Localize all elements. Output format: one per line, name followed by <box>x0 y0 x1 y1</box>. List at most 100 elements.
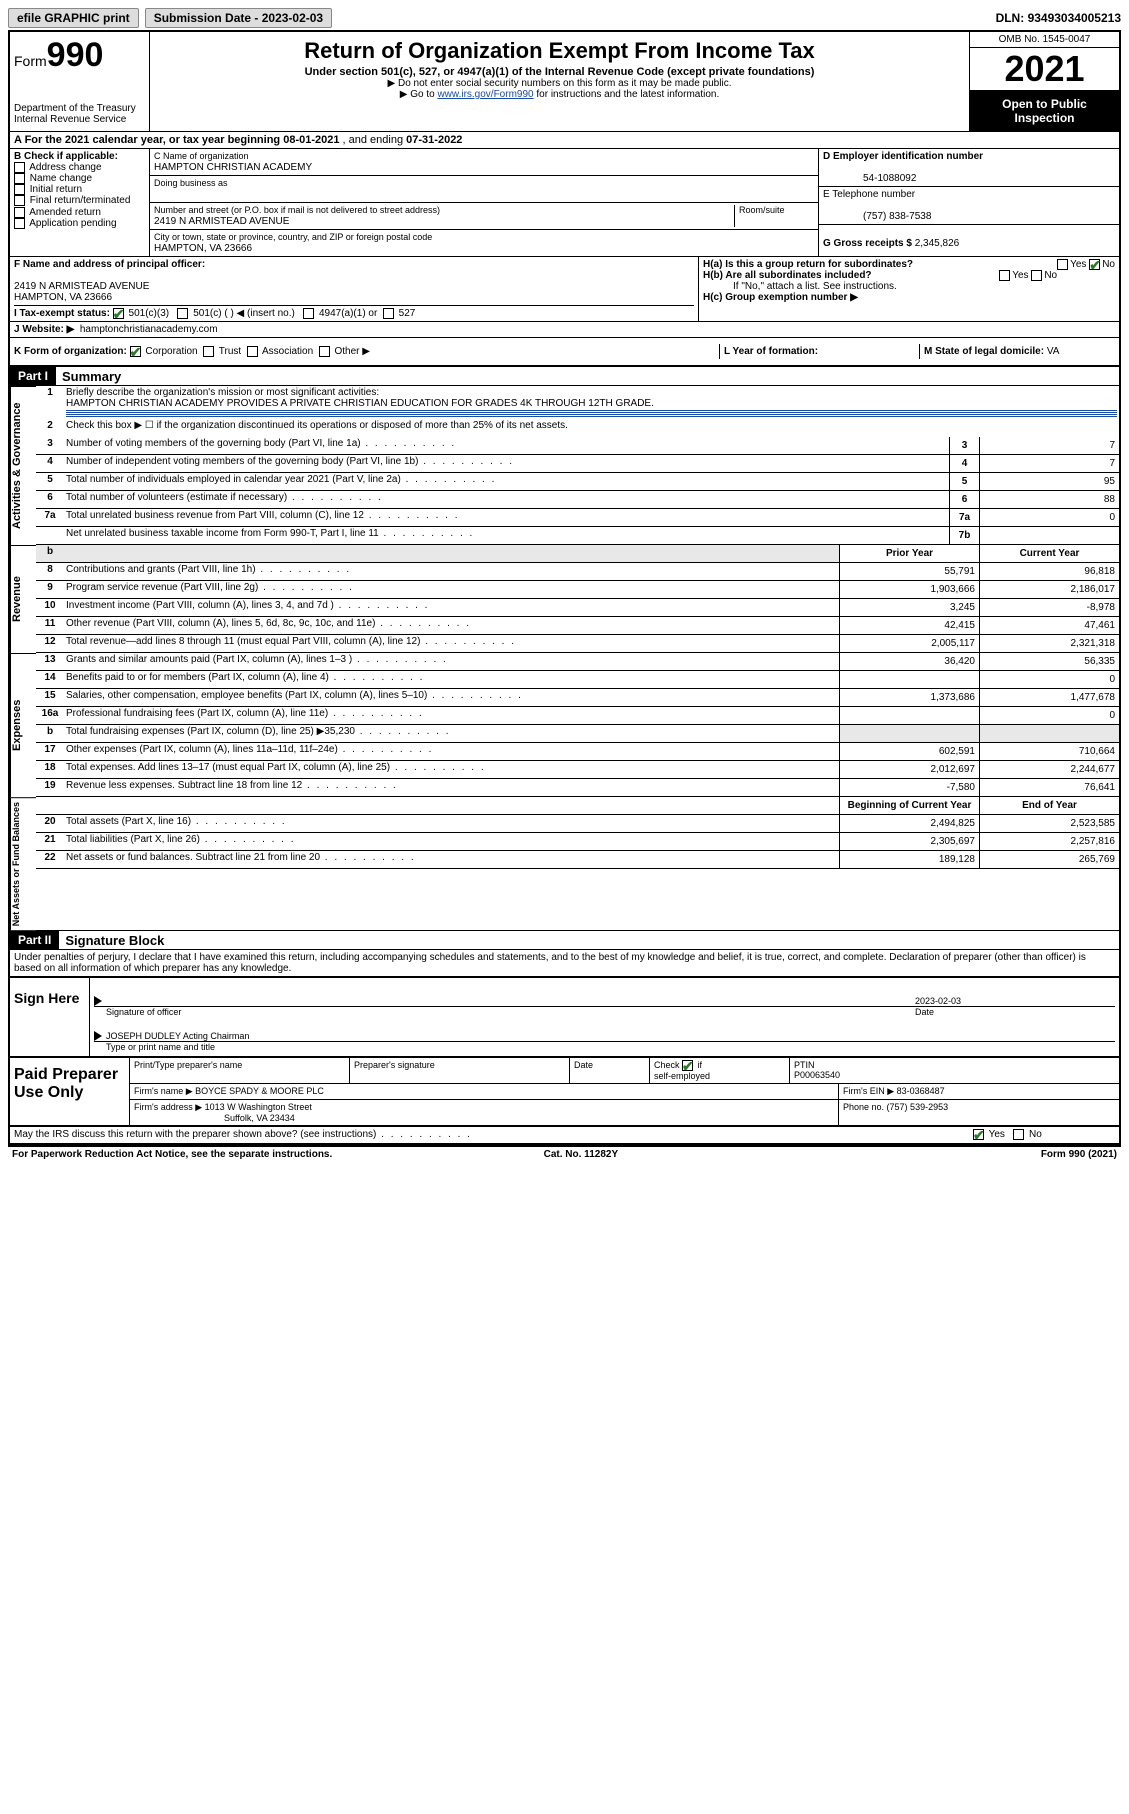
chk-discuss-no[interactable] <box>1013 1129 1024 1140</box>
submission-date: 2023-02-03 <box>262 11 323 25</box>
form-title: Return of Organization Exempt From Incom… <box>156 38 963 64</box>
ein: 54-1088092 <box>823 173 916 184</box>
table-row: 22Net assets or fund balances. Subtract … <box>36 851 1119 869</box>
table-row: 11Other revenue (Part VIII, column (A), … <box>36 617 1119 635</box>
efile-button[interactable]: efile GRAPHIC print <box>8 8 139 28</box>
chk-trust[interactable] <box>203 346 214 357</box>
chk-discuss-yes[interactable] <box>973 1129 984 1140</box>
firm-phone: (757) 539-2953 <box>887 1102 949 1112</box>
table-row: 7aTotal unrelated business revenue from … <box>36 509 1119 527</box>
table-row: 5Total number of individuals employed in… <box>36 473 1119 491</box>
triangle-icon <box>94 1031 102 1041</box>
form-number: Form990 <box>14 36 145 75</box>
firm-ein: 83-0368487 <box>897 1086 945 1096</box>
chk-app-pending[interactable] <box>14 218 25 229</box>
table-row: 15Salaries, other compensation, employee… <box>36 689 1119 707</box>
table-row: 19Revenue less expenses. Subtract line 1… <box>36 779 1119 797</box>
dept-treasury: Department of the Treasury <box>14 103 145 114</box>
page-footer: For Paperwork Reduction Act Notice, see … <box>8 1147 1121 1162</box>
note-ssn: ▶ Do not enter social security numbers o… <box>156 78 963 89</box>
ptin: P00063540 <box>794 1070 840 1080</box>
chk-4947[interactable] <box>303 308 314 319</box>
website: hamptonchristianacademy.com <box>80 324 218 335</box>
chk-amended[interactable] <box>14 207 25 218</box>
table-row: 16aProfessional fundraising fees (Part I… <box>36 707 1119 725</box>
chk-name-change[interactable] <box>14 173 25 184</box>
chk-ha-no[interactable] <box>1089 259 1100 270</box>
table-row: 10Investment income (Part VIII, column (… <box>36 599 1119 617</box>
section-deg: D Employer identification number 54-1088… <box>819 149 1119 256</box>
sig-date: 2023-02-03 <box>915 996 1115 1006</box>
section-fh: F Name and address of principal officer:… <box>10 257 1119 322</box>
may-irs-discuss: May the IRS discuss this return with the… <box>10 1127 1119 1144</box>
penalties-text: Under penalties of perjury, I declare th… <box>10 950 1119 976</box>
form-container: Form990 Department of the Treasury Inter… <box>8 30 1121 1147</box>
firm-addr1: 1013 W Washington Street <box>205 1102 312 1112</box>
submission-label: Submission Date - <box>154 11 262 25</box>
revenue-block: Revenue b Prior Year Current Year 8Contr… <box>10 545 1119 653</box>
chk-501c3[interactable] <box>113 308 124 319</box>
expenses-block: Expenses 13Grants and similar amounts pa… <box>10 653 1119 797</box>
irs-link[interactable]: www.irs.gov/Form990 <box>437 89 533 100</box>
table-row: 9Program service revenue (Part VIII, lin… <box>36 581 1119 599</box>
chk-final-return[interactable] <box>14 195 25 206</box>
chk-hb-no[interactable] <box>1031 270 1042 281</box>
form-subtitle: Under section 501(c), 527, or 4947(a)(1)… <box>156 66 963 78</box>
tax-year: 2021 <box>970 48 1119 91</box>
top-bar: efile GRAPHIC print Submission Date - 20… <box>8 8 1121 28</box>
net-assets-block: Net Assets or Fund Balances Beginning of… <box>10 797 1119 930</box>
table-row: 21Total liabilities (Part X, line 26)2,3… <box>36 833 1119 851</box>
street-address: 2419 N ARMISTEAD AVENUE <box>154 216 289 227</box>
table-row: Net unrelated business taxable income fr… <box>36 527 1119 545</box>
table-row: 18Total expenses. Add lines 13–17 (must … <box>36 761 1119 779</box>
city-state-zip: HAMPTON, VA 23666 <box>154 243 252 254</box>
org-name: HAMPTON CHRISTIAN ACADEMY <box>154 162 312 173</box>
side-net: Net Assets or Fund Balances <box>10 797 36 930</box>
table-row: 6Total number of volunteers (estimate if… <box>36 491 1119 509</box>
side-rev: Revenue <box>10 545 36 653</box>
submission-button[interactable]: Submission Date - 2023-02-03 <box>145 8 332 28</box>
side-exp: Expenses <box>10 653 36 797</box>
chk-ha-yes[interactable] <box>1057 259 1068 270</box>
part2-header: Part II Signature Block <box>10 930 1119 950</box>
chk-initial-return[interactable] <box>14 184 25 195</box>
phone: (757) 838-7538 <box>823 211 931 222</box>
chk-501c[interactable] <box>177 308 188 319</box>
chk-hb-yes[interactable] <box>999 270 1010 281</box>
mission-text: HAMPTON CHRISTIAN ACADEMY PROVIDES A PRI… <box>66 398 654 409</box>
line-a: A For the 2021 calendar year, or tax yea… <box>10 132 1119 149</box>
chk-assoc[interactable] <box>247 346 258 357</box>
section-bcd: B Check if applicable: Address change Na… <box>10 149 1119 257</box>
firm-name: BOYCE SPADY & MOORE PLC <box>195 1086 324 1096</box>
table-row: 3Number of voting members of the governi… <box>36 437 1119 455</box>
line-klm: K Form of organization: Corporation Trus… <box>10 338 1119 366</box>
chk-corp[interactable] <box>130 346 141 357</box>
chk-self-employed[interactable] <box>682 1060 693 1071</box>
chk-527[interactable] <box>383 308 394 319</box>
table-row: 12Total revenue—add lines 8 through 11 (… <box>36 635 1119 653</box>
table-row: 8Contributions and grants (Part VIII, li… <box>36 563 1119 581</box>
table-row: 17Other expenses (Part IX, column (A), l… <box>36 743 1119 761</box>
section-c: C Name of organization HAMPTON CHRISTIAN… <box>150 149 819 256</box>
sign-here-block: Sign Here 2023-02-03 Signature of office… <box>10 976 1119 1056</box>
triangle-icon <box>94 996 102 1006</box>
firm-addr2: Suffolk, VA 23434 <box>134 1113 295 1123</box>
paid-preparer-block: Paid Preparer Use Only Print/Type prepar… <box>10 1056 1119 1127</box>
table-row: bTotal fundraising expenses (Part IX, co… <box>36 725 1119 743</box>
omb-number: OMB No. 1545-0047 <box>970 32 1119 48</box>
table-row: 20Total assets (Part X, line 16)2,494,82… <box>36 815 1119 833</box>
form-header: Form990 Department of the Treasury Inter… <box>10 32 1119 132</box>
line-j: J Website: ▶ hamptonchristianacademy.com <box>10 322 1119 338</box>
chk-address-change[interactable] <box>14 162 25 173</box>
part1-header: Part I Summary <box>10 366 1119 386</box>
section-h: H(a) Is this a group return for subordin… <box>699 257 1119 321</box>
activities-governance-block: Activities & Governance 1 Briefly descri… <box>10 386 1119 545</box>
side-gov: Activities & Governance <box>10 386 36 545</box>
chk-other[interactable] <box>319 346 330 357</box>
dln: DLN: 93493034005213 <box>996 11 1121 25</box>
table-row: 13Grants and similar amounts paid (Part … <box>36 653 1119 671</box>
note-goto: ▶ Go to www.irs.gov/Form990 for instruct… <box>156 89 963 100</box>
gross-receipts: 2,345,826 <box>915 238 960 249</box>
table-row: 4Number of independent voting members of… <box>36 455 1119 473</box>
section-b: B Check if applicable: Address change Na… <box>10 149 150 256</box>
